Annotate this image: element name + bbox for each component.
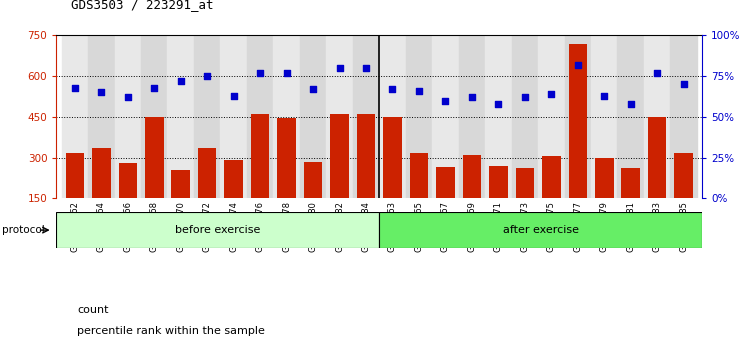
Bar: [300, 35, 327, 198]
Bar: [194, 35, 221, 198]
Text: after exercise: after exercise: [502, 225, 579, 235]
Bar: [595, 158, 614, 239]
Bar: [379, 212, 702, 248]
Bar: [327, 35, 353, 198]
Point: [281, 70, 293, 76]
Point: [677, 81, 689, 87]
Point: [439, 98, 451, 103]
Bar: [671, 35, 697, 198]
Bar: [247, 35, 273, 198]
Point: [201, 73, 213, 79]
Bar: [379, 35, 406, 198]
Bar: [171, 170, 190, 239]
Bar: [436, 167, 454, 239]
Point: [254, 70, 266, 76]
Bar: [353, 35, 379, 198]
Point: [122, 95, 134, 100]
Point: [307, 86, 319, 92]
Bar: [88, 35, 115, 198]
Point: [466, 95, 478, 100]
Bar: [644, 35, 671, 198]
Bar: [92, 148, 110, 239]
Text: protocol: protocol: [2, 225, 45, 235]
Point: [572, 62, 584, 68]
Bar: [225, 160, 243, 239]
Point: [148, 85, 160, 90]
Bar: [62, 35, 88, 198]
Bar: [221, 35, 247, 198]
Bar: [406, 35, 432, 198]
Text: before exercise: before exercise: [175, 225, 261, 235]
Point: [175, 78, 187, 84]
Point: [333, 65, 345, 71]
Bar: [463, 155, 481, 239]
Bar: [167, 35, 194, 198]
Point: [228, 93, 240, 98]
Bar: [489, 166, 508, 239]
Bar: [432, 35, 459, 198]
Bar: [330, 114, 348, 239]
Bar: [383, 117, 402, 239]
Bar: [648, 117, 666, 239]
Point: [599, 93, 611, 98]
Bar: [674, 154, 693, 239]
Text: count: count: [77, 305, 109, 315]
Bar: [459, 35, 485, 198]
Bar: [542, 156, 560, 239]
Bar: [511, 35, 538, 198]
Point: [625, 101, 637, 107]
Bar: [277, 118, 296, 239]
Bar: [56, 212, 379, 248]
Bar: [198, 148, 216, 239]
Bar: [357, 114, 376, 239]
Point: [413, 88, 425, 93]
Bar: [591, 35, 617, 198]
Point: [493, 101, 505, 107]
Bar: [565, 35, 591, 198]
Text: GDS3503 / 223291_at: GDS3503 / 223291_at: [71, 0, 214, 11]
Bar: [617, 35, 644, 198]
Bar: [273, 35, 300, 198]
Bar: [65, 154, 84, 239]
Point: [95, 90, 107, 95]
Text: percentile rank within the sample: percentile rank within the sample: [77, 326, 265, 336]
Bar: [119, 163, 137, 239]
Bar: [251, 114, 270, 239]
Bar: [304, 161, 322, 239]
Bar: [141, 35, 167, 198]
Bar: [115, 35, 141, 198]
Point: [519, 95, 531, 100]
Bar: [516, 169, 534, 239]
Bar: [145, 117, 164, 239]
Point: [69, 85, 81, 90]
Bar: [485, 35, 511, 198]
Point: [651, 70, 663, 76]
Bar: [410, 154, 428, 239]
Bar: [538, 35, 565, 198]
Bar: [622, 169, 640, 239]
Point: [360, 65, 372, 71]
Bar: [569, 44, 587, 239]
Point: [545, 91, 557, 97]
Point: [387, 86, 399, 92]
